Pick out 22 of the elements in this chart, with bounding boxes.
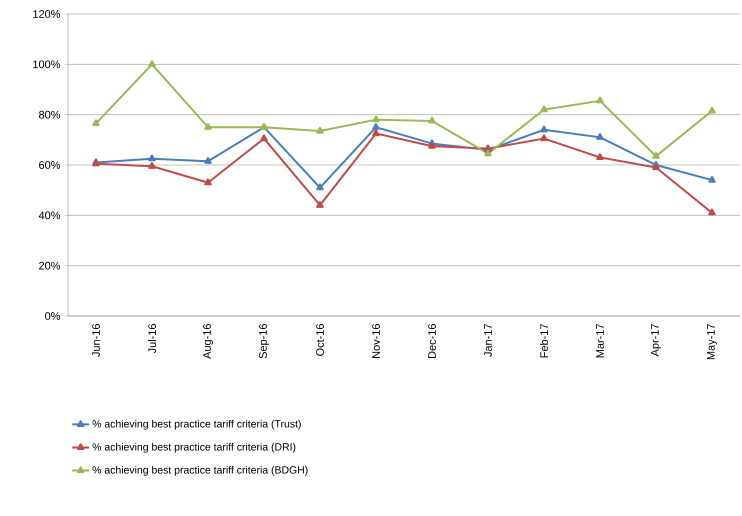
x-tick-label: Nov-16 bbox=[372, 324, 380, 358]
x-tick-label: Sep-16 bbox=[259, 324, 269, 358]
y-tick-label: 20% bbox=[39, 262, 60, 270]
y-tick-label: 120% bbox=[33, 10, 60, 18]
x-tick-label: Dec-16 bbox=[428, 324, 436, 358]
x-tick-label: Feb-17 bbox=[540, 324, 548, 358]
x-tick-label: May-17 bbox=[707, 324, 717, 360]
x-tick-label: Oct-16 bbox=[316, 324, 324, 356]
x-tick-label: Jan-17 bbox=[484, 324, 492, 357]
y-tick-label: 40% bbox=[38, 211, 60, 220]
legend-label: % achieving best practice tariff criteria (DRI) bbox=[92, 442, 296, 453]
x-tick-label: Jun-16 bbox=[92, 324, 100, 357]
y-tick-label: 60% bbox=[39, 161, 60, 169]
legend-label: % achieving best practice tariff criteria (BDGH) bbox=[92, 466, 308, 476]
x-tick-label: Mar-17 bbox=[596, 324, 604, 358]
legend-label: % achieving best practice tariff criteria (Trust) bbox=[92, 420, 301, 430]
y-tick-label: 0% bbox=[45, 312, 60, 320]
x-tick-label: Jul-16 bbox=[148, 324, 156, 354]
x-tick-label: Apr-17 bbox=[651, 324, 661, 356]
y-tick-label: 80% bbox=[39, 110, 60, 119]
x-tick-label: Aug-16 bbox=[203, 324, 213, 359]
y-tick-label: 100% bbox=[33, 60, 60, 68]
